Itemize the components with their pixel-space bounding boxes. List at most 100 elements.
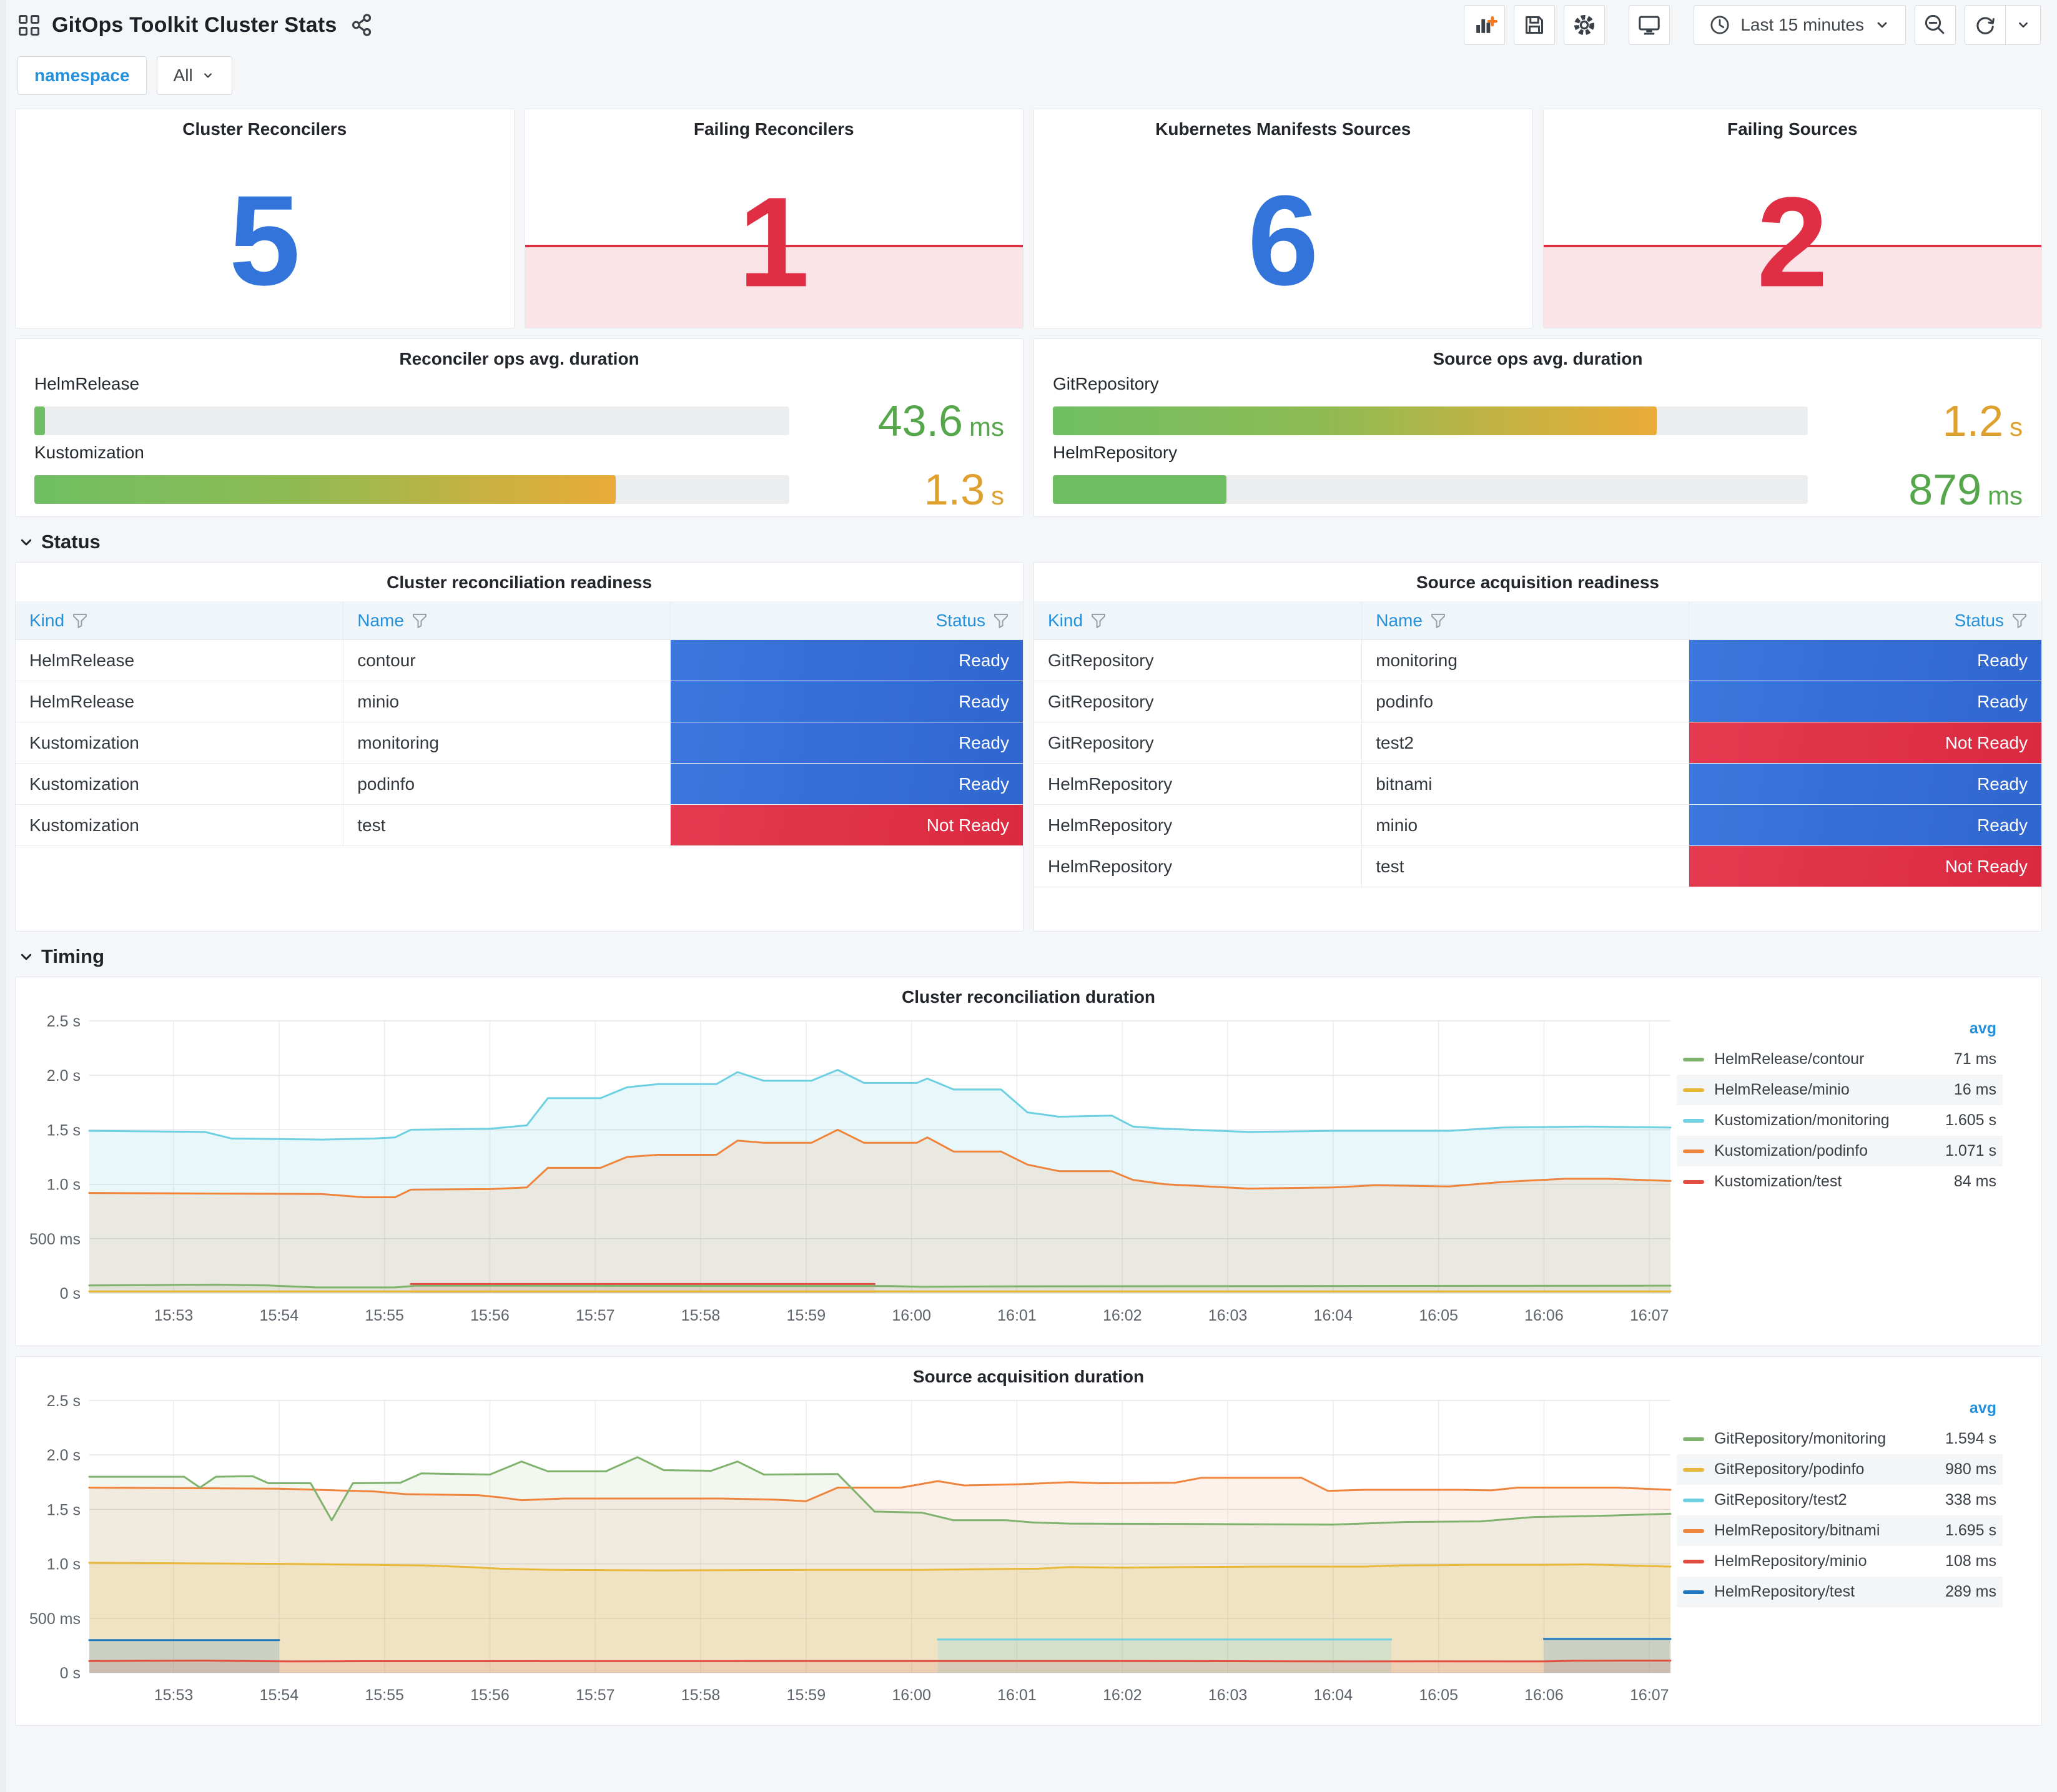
column-header-status[interactable]: Status: [670, 601, 1023, 639]
y-axis-tick: 2.5 s: [47, 1392, 81, 1410]
gauge-row-label: HelmRepository: [1053, 443, 1178, 462]
filter-funnel-icon[interactable]: [1430, 613, 1446, 629]
y-axis-tick: 1.5 s: [47, 1501, 81, 1519]
x-axis-tick: 15:56: [470, 1686, 510, 1704]
x-axis-tick: 15:53: [154, 1307, 194, 1324]
section-timing[interactable]: Timing: [0, 942, 2057, 977]
cell-name: test: [1361, 846, 1689, 887]
legend-row: HelmRepository/minio 108 ms: [1677, 1546, 2003, 1577]
settings-gear-icon: [1574, 14, 1595, 36]
x-axis-tick: 16:07: [1630, 1307, 1669, 1324]
cell-name: test: [343, 805, 670, 845]
stat-value: 5: [229, 169, 300, 312]
legend-row: HelmRelease/minio 16 ms: [1677, 1075, 2003, 1105]
x-axis-tick: 15:59: [787, 1686, 826, 1704]
filter-funnel-icon[interactable]: [1090, 613, 1107, 629]
gauge-row-line: 43.6 ms: [34, 399, 1004, 443]
legend-series-color: [1683, 1149, 1704, 1153]
filter-funnel-icon[interactable]: [72, 613, 88, 629]
legend-series-name[interactable]: HelmRepository/minio: [1714, 1552, 1867, 1570]
column-header-kind[interactable]: Kind: [1034, 611, 1361, 631]
dashboard-settings-button[interactable]: [1564, 5, 1606, 45]
legend-series-name[interactable]: HelmRepository/bitnami: [1714, 1522, 1880, 1539]
stat-panel-title: Cluster Reconcilers: [182, 119, 347, 139]
save-icon: [1526, 16, 1544, 34]
cycle-view-button[interactable]: [1629, 5, 1670, 45]
filter-funnel-icon[interactable]: [993, 613, 1009, 629]
x-axis-tick: 15:53: [154, 1686, 194, 1704]
filter-funnel-icon[interactable]: [2011, 613, 2028, 629]
gauge-rows: GitRepository 1.2 s HelmRepository 879 ms: [1034, 373, 2041, 516]
table-row: HelmRelease minio Ready: [16, 681, 1023, 722]
gauge-row-label: HelmRelease: [34, 374, 140, 393]
gauge-value: 879 ms: [1908, 465, 2023, 514]
legend-row: HelmRepository/test 289 ms: [1677, 1577, 2003, 1607]
status-badge: Ready: [671, 640, 1023, 681]
section-status[interactable]: Status: [0, 527, 2057, 562]
x-axis-tick: 16:04: [1314, 1307, 1353, 1324]
x-axis-tick: 16:05: [1419, 1686, 1458, 1704]
chart-plot-area[interactable]: 15:53 15:54 15:55 15:56 15:57 15:58 15:59 16:00…: [16, 1391, 1677, 1715]
gauge-row-line: 1.3 s: [34, 468, 1004, 511]
share-icon[interactable]: [350, 12, 375, 37]
x-axis-tick: 15:58: [681, 1307, 721, 1324]
legend-series-name[interactable]: Kustomization/test: [1714, 1173, 1842, 1190]
legend-series-avg: 16 ms: [1953, 1081, 1996, 1098]
x-axis-tick: 15:54: [260, 1307, 299, 1324]
y-axis-tick: 1.0 s: [47, 1556, 81, 1573]
legend-series-avg: 1.695 s: [1945, 1522, 1996, 1539]
chart-plot-area[interactable]: 15:53 15:54 15:55 15:56 15:57 15:58 15:59 16:00…: [16, 1011, 1677, 1336]
table-row: HelmRepository bitnami Ready: [1034, 764, 2041, 805]
gauge-row-label: Kustomization: [34, 443, 144, 462]
legend-series-name[interactable]: HelmRelease/contour: [1714, 1050, 1865, 1068]
stat-panel-body: 6: [1034, 143, 1532, 328]
legend-series-name[interactable]: GitRepository/monitoring: [1714, 1430, 1887, 1447]
gauge-row-label: GitRepository: [1053, 374, 1159, 393]
namespace-variable-label[interactable]: namespace: [17, 56, 147, 95]
refresh-button[interactable]: [1965, 5, 2006, 45]
stat-panel-2: Failing Reconcilers 1: [524, 109, 1024, 328]
cell-kind: Kustomization: [29, 774, 139, 794]
table-panel-title: Source acquisition readiness: [1416, 573, 1660, 592]
legend-series-name[interactable]: HelmRepository/test: [1714, 1583, 1855, 1600]
legend-series-color: [1683, 1118, 1704, 1123]
add-visualization-icon: [1476, 16, 1498, 33]
column-header-kind[interactable]: Kind: [16, 611, 343, 631]
time-range-picker[interactable]: Last 15 minutes: [1694, 5, 1906, 45]
x-axis-tick: 15:56: [470, 1307, 510, 1324]
cell-kind: Kustomization: [29, 815, 139, 835]
cell-status: Not Ready: [1689, 846, 2041, 887]
table-row: HelmRelease contour Ready: [16, 640, 1023, 681]
cell-status: Ready: [1689, 681, 2041, 722]
column-header-status[interactable]: Status: [1689, 601, 2041, 639]
legend-series-color: [1683, 1437, 1704, 1441]
status-badge: Not Ready: [1689, 722, 2041, 763]
column-header-name[interactable]: Name: [343, 601, 670, 639]
cell-kind: HelmRelease: [29, 650, 135, 670]
legend-series-name[interactable]: Kustomization/podinfo: [1714, 1142, 1868, 1159]
legend-series-avg: 1.605 s: [1945, 1111, 1996, 1129]
legend-series-name[interactable]: GitRepository/podinfo: [1714, 1460, 1865, 1478]
chart-body: 15:53 15:54 15:55 15:56 15:57 15:58 15:59 16:00…: [16, 1011, 2041, 1346]
gauge-unit: ms: [1988, 481, 2023, 510]
legend-series-name[interactable]: GitRepository/test2: [1714, 1491, 1847, 1509]
stat-panel-4: Failing Sources 2: [1542, 109, 2042, 328]
save-dashboard-button[interactable]: [1514, 5, 1556, 45]
zoom-out-button[interactable]: [1915, 5, 1956, 45]
namespace-variable-value[interactable]: All: [156, 56, 232, 95]
refresh-split-button: [1965, 5, 2041, 45]
table-header-row: Kind Name Status: [16, 601, 1023, 640]
legend-series-name[interactable]: HelmRelease/minio: [1714, 1081, 1850, 1098]
column-header-name[interactable]: Name: [1361, 601, 1689, 639]
cell-name: bitnami: [1361, 764, 1689, 804]
x-axis-tick: 16:07: [1630, 1686, 1669, 1704]
gauge-fill: [34, 406, 45, 435]
refresh-interval-button[interactable]: [2006, 5, 2041, 45]
filter-funnel-icon[interactable]: [412, 613, 428, 629]
cycle-view-icon: [1639, 16, 1660, 35]
gauge-panel-2: Source ops avg. duration GitRepository 1.2…: [1033, 338, 2042, 517]
legend-series-color: [1683, 1529, 1704, 1533]
legend-series-name[interactable]: Kustomization/monitoring: [1714, 1111, 1890, 1129]
add-visualization-button[interactable]: [1464, 5, 1506, 45]
legend-series-avg: 289 ms: [1945, 1583, 1996, 1600]
